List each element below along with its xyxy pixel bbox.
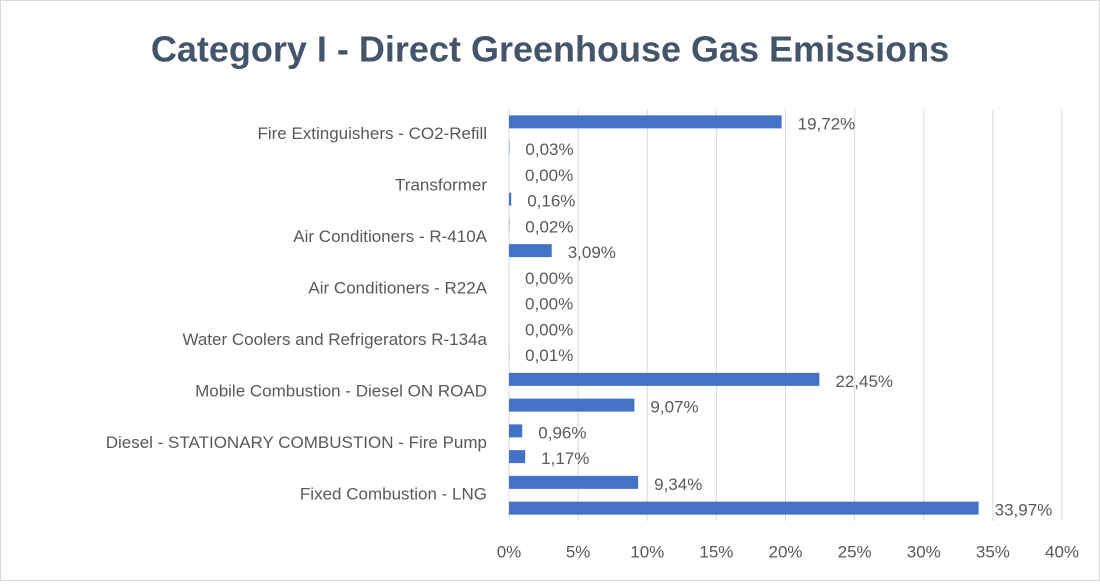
value-label: 0,96%	[538, 423, 586, 442]
y-tick-label: Air Conditioners - R-410A	[293, 227, 487, 246]
value-label: 9,34%	[654, 475, 702, 494]
value-label: 0,00%	[525, 295, 573, 314]
x-tick-label: 0%	[497, 542, 522, 561]
y-tick-label: Transformer	[395, 176, 487, 195]
y-tick-label: Air Conditioners - R22A	[308, 279, 487, 298]
x-tick-label: 10%	[630, 542, 664, 561]
x-tick-label: 20%	[768, 542, 802, 561]
bar	[509, 502, 979, 515]
x-tick-label: 40%	[1045, 542, 1079, 561]
bar	[509, 373, 819, 386]
y-tick-label: Mobile Combustion - Diesel ON ROAD	[195, 382, 487, 401]
bar	[509, 244, 552, 257]
value-label: 33,97%	[995, 501, 1053, 520]
value-label: 3,09%	[568, 243, 616, 262]
x-tick-label: 30%	[907, 542, 941, 561]
value-label: 0,02%	[525, 217, 573, 236]
value-label: 0,01%	[525, 346, 573, 365]
x-tick-label: 25%	[838, 542, 872, 561]
value-label: 22,45%	[835, 372, 893, 391]
value-label: 1,17%	[541, 449, 589, 468]
bar	[509, 115, 782, 128]
bar	[509, 476, 638, 489]
value-label: 9,07%	[650, 398, 698, 417]
value-label: 0,16%	[527, 192, 575, 211]
bar	[509, 399, 634, 412]
value-label: 0,00%	[525, 320, 573, 339]
bar	[509, 424, 522, 437]
x-tick-label: 35%	[976, 542, 1010, 561]
bar	[509, 450, 525, 463]
value-label: 0,03%	[525, 140, 573, 159]
chart-title: Category I - Direct Greenhouse Gas Emiss…	[151, 29, 949, 70]
x-tick-label: 15%	[699, 542, 733, 561]
y-tick-label: Fixed Combustion - LNG	[300, 485, 487, 504]
value-label: 0,00%	[525, 269, 573, 288]
value-label: 0,00%	[525, 166, 573, 185]
bar	[509, 193, 511, 206]
y-tick-label: Fire Extinguishers - CO2-Refill	[257, 124, 487, 143]
value-label: 19,72%	[798, 114, 856, 133]
y-tick-label: Water Coolers and Refrigerators R-134a	[182, 330, 487, 349]
y-tick-label: Diesel - STATIONARY COMBUSTION - Fire Pu…	[106, 433, 487, 452]
x-tick-label: 5%	[566, 542, 591, 561]
